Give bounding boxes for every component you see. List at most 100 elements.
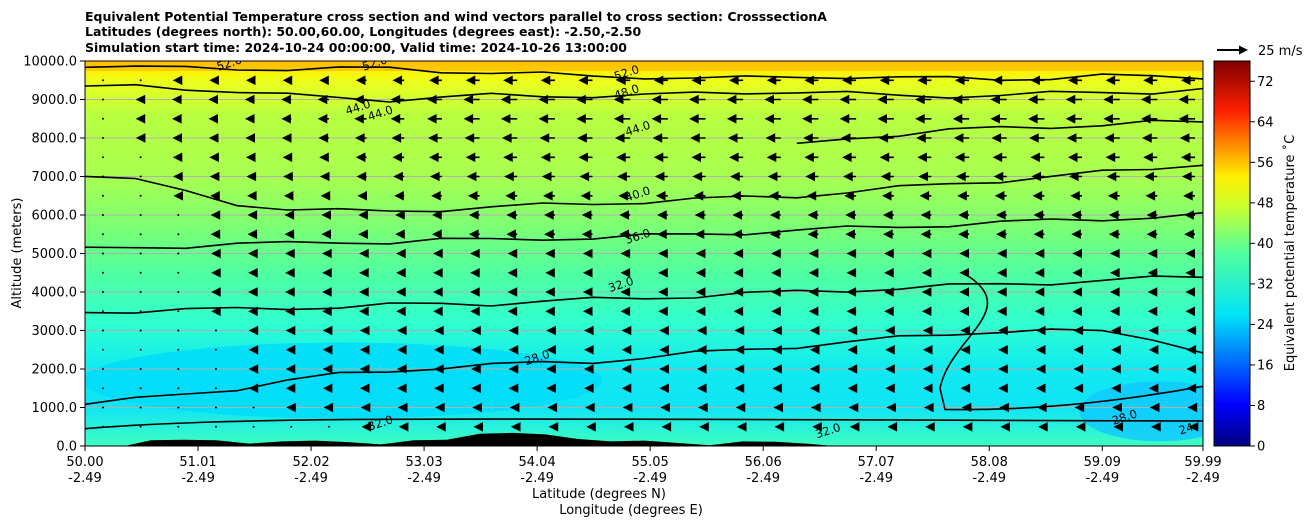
wind-vector (1146, 210, 1158, 220)
wind-vector (766, 75, 781, 86)
wind-vector (139, 156, 142, 159)
wind-vector (622, 402, 633, 413)
wind-vector (846, 306, 857, 317)
colorbar-tick-label: 40 (1257, 237, 1274, 252)
wind-vector (1073, 345, 1084, 355)
chart-title-line-2: Latitudes (degrees north): 50.00,60.00, … (85, 24, 642, 39)
wind-vector (473, 422, 483, 432)
x-tick-label-latitude: 59.99 (1184, 455, 1221, 470)
wind-vector (1179, 133, 1195, 143)
wind-vector (1187, 402, 1198, 413)
wind-vector (961, 402, 972, 413)
wind-vector (433, 248, 443, 259)
wind-vector (284, 229, 295, 239)
cold-pool-patch (85, 342, 603, 419)
wind-vector (283, 171, 293, 182)
wind-vector (843, 171, 857, 182)
wind-vector (248, 306, 258, 317)
wind-vector (960, 364, 971, 374)
wind-vector (916, 133, 932, 143)
wind-vector (1141, 94, 1158, 105)
wind-vector (246, 171, 257, 182)
wind-vector (102, 156, 104, 159)
wind-vector (805, 171, 819, 182)
wind-vector (842, 75, 857, 86)
wind-vector (507, 248, 518, 259)
wind-vector (398, 422, 409, 432)
wind-vector (395, 229, 405, 239)
wind-vector (135, 94, 146, 105)
wind-vector (102, 214, 104, 216)
wind-vector (285, 287, 295, 297)
x-tick-label-longitude: -2.49 (1085, 471, 1119, 486)
wind-vector (464, 133, 480, 143)
wind-vector (469, 229, 480, 239)
wind-vector (102, 368, 104, 370)
wind-vector (735, 402, 746, 413)
wind-vector (1147, 306, 1158, 317)
wind-vector (540, 75, 555, 86)
wind-vector (211, 306, 221, 317)
wind-vector (177, 425, 180, 428)
wind-vector (653, 152, 668, 163)
wind-vector (393, 171, 405, 182)
wind-vector (1103, 114, 1120, 124)
wind-vector (545, 268, 555, 278)
wind-vector (397, 383, 407, 394)
x-tick-label-longitude: -2.49 (972, 471, 1006, 486)
wind-vector (545, 248, 555, 259)
wind-vector (954, 152, 970, 163)
wind-vector (1073, 364, 1084, 374)
contour-lines (85, 65, 1203, 430)
wind-vector (613, 94, 631, 105)
wind-vector (1103, 94, 1120, 105)
wind-vector (1111, 383, 1121, 394)
wind-vector (1073, 325, 1084, 336)
wind-vector (539, 133, 555, 143)
wind-vector (582, 248, 593, 259)
wind-vector (210, 229, 221, 239)
wind-vector (580, 191, 593, 201)
y-tick-label: 6000.0 (32, 209, 78, 224)
wind-vector (996, 229, 1007, 239)
wind-vector (1180, 152, 1195, 163)
wind-vector (135, 114, 146, 124)
wind-vector (849, 422, 860, 432)
wind-vector (960, 325, 971, 336)
wind-vector (396, 306, 406, 317)
x-tick-label-latitude: 50.00 (66, 455, 103, 470)
wind-vectors (102, 75, 1199, 432)
wind-vector (172, 133, 182, 143)
wind-vector (245, 133, 255, 143)
wind-vector (508, 364, 519, 374)
wind-vector (139, 310, 142, 313)
contour-line (85, 418, 1203, 430)
wind-vector (620, 287, 631, 297)
wind-vector (879, 75, 894, 86)
wind-vector (883, 229, 894, 239)
wind-vector (248, 325, 259, 336)
wind-vector (470, 248, 480, 259)
x-axis: 50.00-2.4951.01-2.4952.02-2.4953.03-2.49… (66, 446, 1222, 486)
x-axis-label-longitude: Longitude (degrees E) (559, 503, 703, 518)
wind-vector (958, 229, 970, 239)
x-tick-label-longitude: -2.49 (181, 471, 215, 486)
wind-vector (1111, 325, 1121, 336)
wind-vector (390, 114, 405, 124)
wind-vector (1033, 210, 1045, 220)
wind-vector (1186, 345, 1197, 355)
wind-vector (994, 191, 1007, 201)
y-tick-label: 5000.0 (32, 247, 78, 262)
wind-vector (139, 425, 142, 428)
wind-vector (177, 406, 180, 409)
wind-vector (285, 325, 296, 336)
wind-vector (327, 425, 330, 428)
wind-vector (848, 402, 859, 413)
wind-vector (1185, 268, 1195, 278)
wind-vector (733, 306, 744, 317)
wind-vector (470, 306, 480, 317)
wind-vector (1067, 75, 1082, 86)
wind-vector (1000, 422, 1010, 432)
wind-vector (434, 364, 444, 374)
wind-vector (139, 79, 142, 82)
